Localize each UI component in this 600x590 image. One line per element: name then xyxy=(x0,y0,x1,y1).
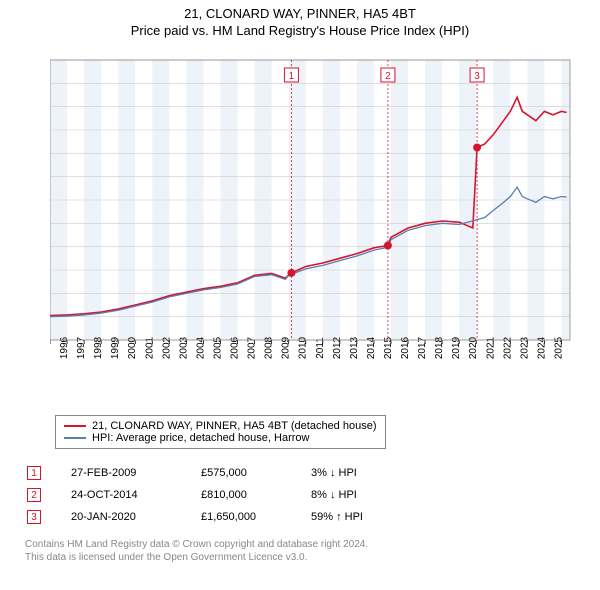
sales-row: 1 27-FEB-2009£575,0003% ↓ HPI xyxy=(25,462,421,484)
page-subtitle: Price paid vs. HM Land Registry's House … xyxy=(0,23,600,38)
legend-item: 21, CLONARD WAY, PINNER, HA5 4BT (detach… xyxy=(64,420,377,432)
arrow-down-icon: ↓ xyxy=(327,489,339,501)
page-title: 21, CLONARD WAY, PINNER, HA5 4BT xyxy=(0,6,600,21)
sales-table: 1 27-FEB-2009£575,0003% ↓ HPI 2 24-OCT-2014… xyxy=(25,462,421,528)
svg-text:1: 1 xyxy=(289,71,295,82)
attribution-line-2: This data is licensed under the Open Gov… xyxy=(25,551,368,564)
attribution: Contains HM Land Registry data © Crown c… xyxy=(25,538,368,564)
sale-marker-box: 2 xyxy=(27,488,41,502)
arrow-up-icon: ↑ xyxy=(333,511,345,523)
svg-text:2: 2 xyxy=(385,71,391,82)
svg-text:3: 3 xyxy=(474,71,480,82)
sale-pct-vs-hpi: 8% ↓ HPI xyxy=(311,489,421,501)
arrow-down-icon: ↓ xyxy=(327,467,339,479)
sale-marker-box: 3 xyxy=(27,510,41,524)
sale-price: £1,650,000 xyxy=(201,511,311,523)
sale-price: £810,000 xyxy=(201,489,311,501)
title-block: 21, CLONARD WAY, PINNER, HA5 4BT Price p… xyxy=(0,0,600,38)
legend: 21, CLONARD WAY, PINNER, HA5 4BT (detach… xyxy=(55,415,386,449)
sale-price: £575,000 xyxy=(201,467,311,479)
legend-swatch xyxy=(64,425,86,427)
sale-date: 24-OCT-2014 xyxy=(71,489,201,501)
attribution-line-1: Contains HM Land Registry data © Crown c… xyxy=(25,538,368,551)
legend-swatch xyxy=(64,437,86,439)
sale-pct-vs-hpi: 59% ↑ HPI xyxy=(311,511,421,523)
price-chart: £0£200K£400K£600K£800K£1M£1.2M£1.4M£1.6M… xyxy=(50,50,580,370)
legend-label: 21, CLONARD WAY, PINNER, HA5 4BT (detach… xyxy=(92,420,377,432)
sale-pct-vs-hpi: 3% ↓ HPI xyxy=(311,467,421,479)
sale-date: 20-JAN-2020 xyxy=(71,511,201,523)
legend-label: HPI: Average price, detached house, Harr… xyxy=(92,432,309,444)
sale-date: 27-FEB-2009 xyxy=(71,467,201,479)
legend-item: HPI: Average price, detached house, Harr… xyxy=(64,432,377,444)
sales-row: 3 20-JAN-2020£1,650,00059% ↑ HPI xyxy=(25,506,421,528)
sales-row: 2 24-OCT-2014£810,0008% ↓ HPI xyxy=(25,484,421,506)
sale-marker-box: 1 xyxy=(27,466,41,480)
chart-svg: £0£200K£400K£600K£800K£1M£1.2M£1.4M£1.6M… xyxy=(50,50,580,370)
